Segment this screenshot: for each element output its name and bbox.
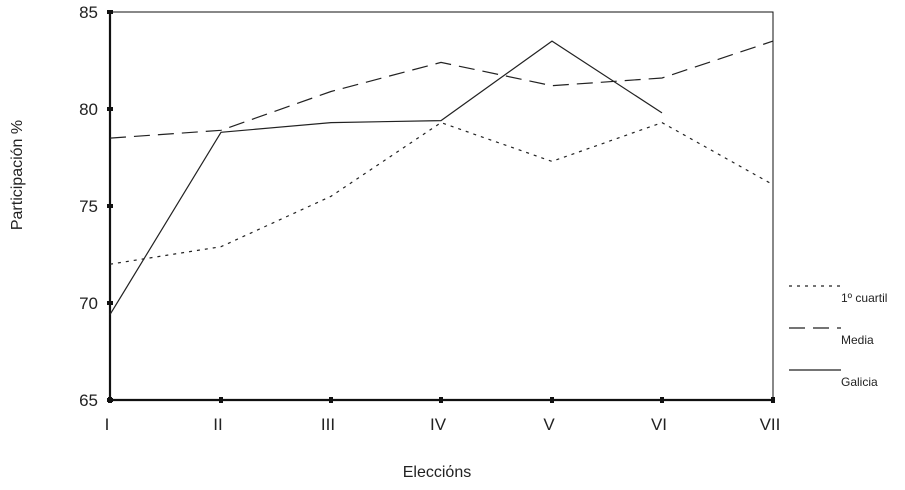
x-tick-label: I (105, 415, 110, 434)
y-tick-mark (107, 301, 113, 305)
x-tick-label: II (213, 415, 222, 434)
x-tick-label: VI (651, 415, 667, 434)
x-tick-mark (660, 397, 664, 403)
x-tick-mark (219, 397, 223, 403)
plot-frame (108, 11, 774, 402)
legend-label: Galicia (841, 375, 878, 389)
y-axis-ticks: 65 70 75 80 85 (79, 3, 113, 410)
series-line-1-cuartil (109, 121, 774, 265)
x-tick-label: III (321, 415, 335, 434)
x-tick-mark (329, 397, 333, 403)
x-axis-ticks: I II III IV V VI VII (105, 397, 781, 434)
y-tick-label: 85 (79, 3, 98, 22)
y-tick-label: 80 (79, 100, 98, 119)
legend-label: Media (841, 333, 874, 347)
series-lines (109, 40, 774, 315)
legend-label: 1º cuartil (841, 291, 887, 305)
y-tick-mark (107, 204, 113, 208)
x-tick-mark (771, 397, 775, 403)
x-tick-mark (439, 397, 443, 403)
y-tick-label: 70 (79, 294, 98, 313)
y-tick-mark (107, 107, 113, 111)
plot-border (109, 11, 774, 401)
y-tick-mark (107, 10, 113, 14)
series-line-galicia (109, 40, 663, 315)
x-tick-label: IV (430, 415, 447, 434)
x-tick-mark (108, 397, 112, 403)
legend: 1º cuartil Media Galicia (789, 285, 887, 389)
x-axis-title: Elecciόns (403, 464, 471, 481)
series-line-media (109, 40, 774, 139)
y-tick-label: 75 (79, 197, 98, 216)
y-axis-title: Participación % (9, 120, 26, 230)
y-tick-label: 65 (79, 391, 98, 410)
x-tick-mark (550, 397, 554, 403)
x-tick-label: VII (760, 415, 781, 434)
x-tick-label: V (543, 415, 555, 434)
